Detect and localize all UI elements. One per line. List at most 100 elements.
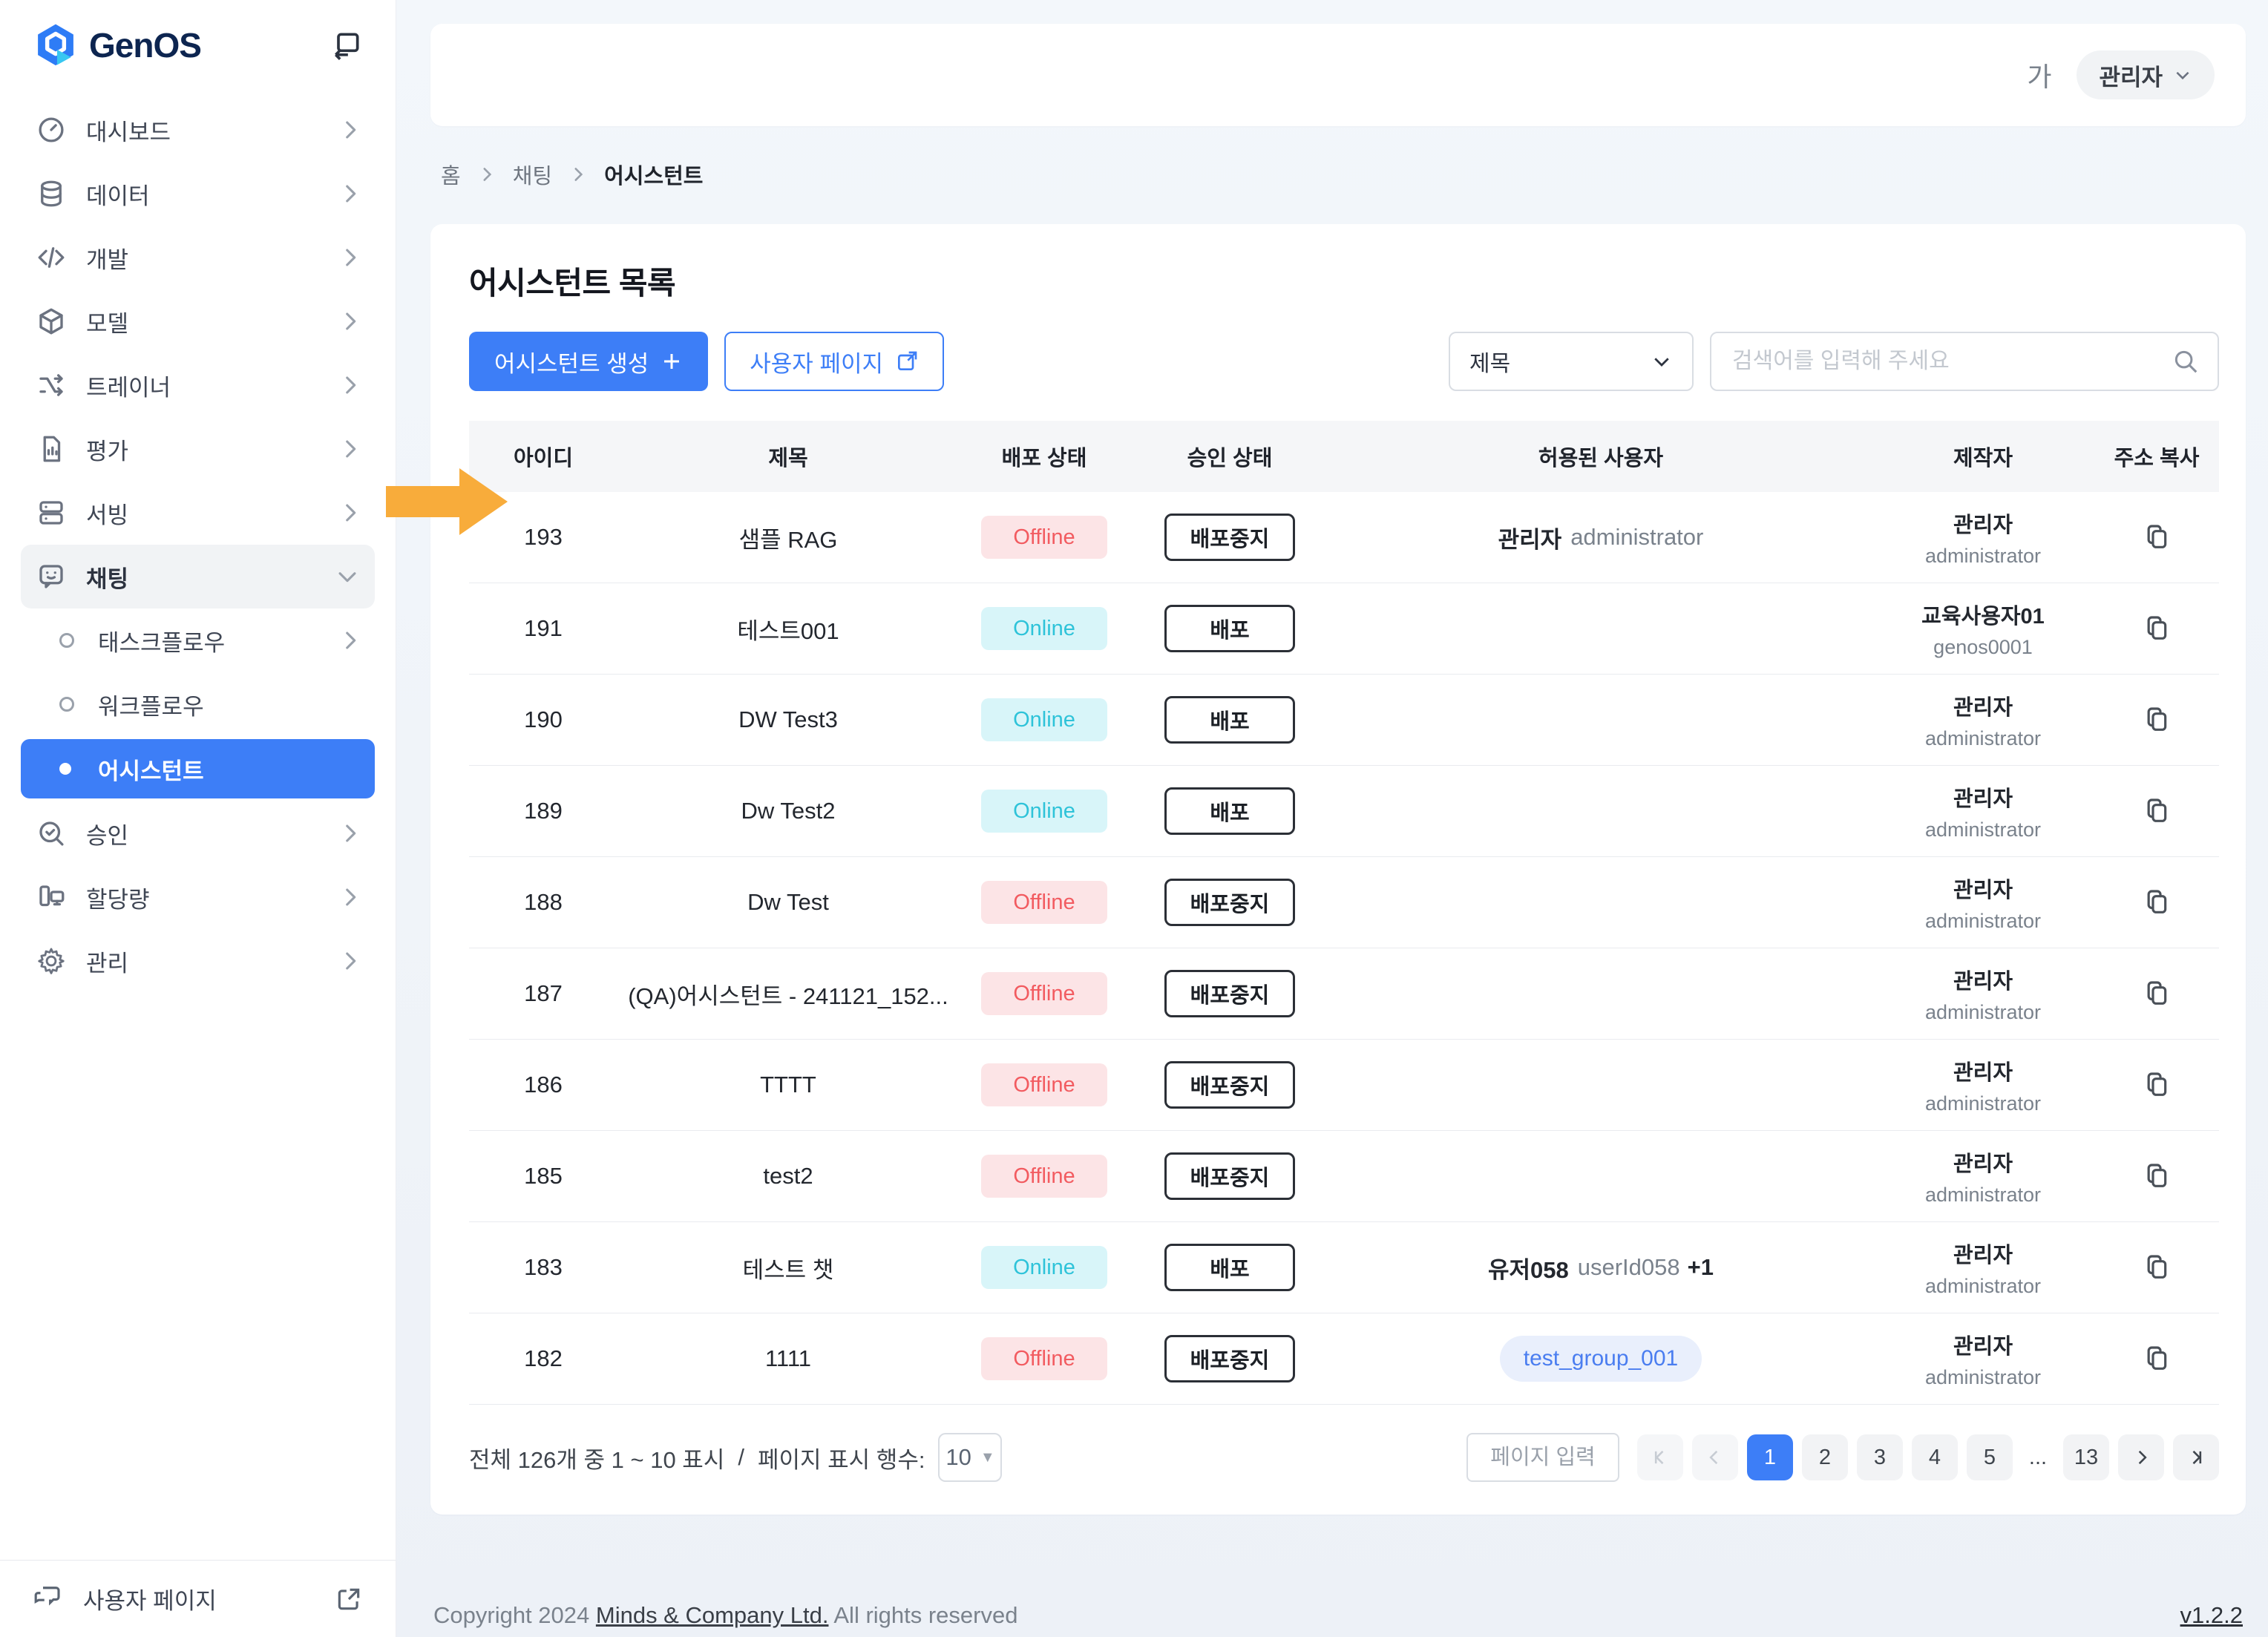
approval-status-button[interactable]: 배포 bbox=[1164, 787, 1295, 835]
last-page-button[interactable] bbox=[2173, 1434, 2219, 1480]
page-button-4[interactable]: 4 bbox=[1912, 1434, 1958, 1480]
column-header-6: 주소 복사 bbox=[2114, 447, 2200, 470]
sidebar-subitem-7-0[interactable]: 태스크플로우 bbox=[0, 608, 396, 672]
next-page-button[interactable] bbox=[2118, 1434, 2164, 1480]
cell-title: 테스트 챗 bbox=[742, 1256, 834, 1283]
copy-address-button[interactable] bbox=[2142, 888, 2172, 917]
chevron-down-icon bbox=[2173, 65, 2192, 85]
copyright-suffix: All rights reserved bbox=[833, 1602, 1018, 1628]
page-button-last-number[interactable]: 13 bbox=[2063, 1434, 2109, 1480]
cell-title: 테스트001 bbox=[737, 617, 839, 644]
sidebar-item-5[interactable]: 평가 bbox=[0, 417, 396, 481]
sidebar-item-4[interactable]: 트레이너 bbox=[0, 353, 396, 417]
font-size-toggle[interactable]: 가 bbox=[2027, 62, 2052, 92]
deploy-status-badge: Offline bbox=[981, 1155, 1107, 1198]
prev-page-button[interactable] bbox=[1692, 1434, 1738, 1480]
approval-status-button[interactable]: 배포중지 bbox=[1164, 970, 1295, 1017]
table-row-190[interactable]: 190 DW Test3 Online 배포 관리자 administrator bbox=[469, 675, 2219, 766]
copy-address-button[interactable] bbox=[2142, 705, 2172, 735]
copy-address-button[interactable] bbox=[2142, 614, 2172, 643]
page-button-3[interactable]: 3 bbox=[1857, 1434, 1903, 1480]
approval-status-button[interactable]: 배포중지 bbox=[1164, 1335, 1295, 1382]
code-icon bbox=[36, 242, 67, 273]
sidebar-item-2[interactable]: 개발 bbox=[0, 226, 396, 289]
copy-address-button[interactable] bbox=[2142, 979, 2172, 1008]
chevron-right-icon bbox=[338, 181, 363, 206]
sidebar-user-page-link[interactable]: 사용자 페이지 bbox=[0, 1560, 396, 1637]
page-button-1[interactable]: 1 bbox=[1747, 1434, 1793, 1480]
copy-address-button[interactable] bbox=[2142, 1253, 2172, 1282]
collapse-sidebar-icon[interactable] bbox=[330, 29, 363, 62]
cell-creator: 교육사용자01 genos0001 bbox=[1921, 599, 2045, 659]
approval-status-button[interactable]: 배포중지 bbox=[1164, 1152, 1295, 1200]
cell-creator: 관리자 administrator bbox=[1925, 690, 2041, 750]
page-number-input[interactable] bbox=[1466, 1433, 1619, 1482]
user-page-button[interactable]: 사용자 페이지 bbox=[724, 332, 944, 391]
sidebar-item-10[interactable]: 관리 bbox=[0, 929, 396, 993]
copy-address-button[interactable] bbox=[2142, 1070, 2172, 1100]
approval-status-button[interactable]: 배포중지 bbox=[1164, 514, 1295, 561]
sidebar-subitem-7-2[interactable]: 어시스턴트 bbox=[21, 739, 375, 798]
version-link[interactable]: v1.2.2 bbox=[2180, 1602, 2243, 1628]
cell-title: TTTT bbox=[760, 1072, 816, 1098]
sidebar-item-7[interactable]: 채팅 bbox=[21, 545, 375, 608]
cell-title: 1111 bbox=[764, 1345, 812, 1371]
sidebar-subitem-7-1[interactable]: 워크플로우 bbox=[0, 672, 396, 736]
genos-logo[interactable]: GenOS bbox=[33, 22, 202, 68]
create-assistant-button[interactable]: 어시스턴트 생성 bbox=[469, 332, 709, 391]
cell-creator: 관리자 administrator bbox=[1925, 508, 2041, 568]
table-row-185[interactable]: 185 test2 Offline 배포중지 관리자 administrator bbox=[469, 1131, 2219, 1222]
sidebar-item-6[interactable]: 서빙 bbox=[0, 481, 396, 545]
user-menu-button[interactable]: 관리자 bbox=[2077, 50, 2215, 99]
approval-status-button[interactable]: 배포 bbox=[1164, 696, 1295, 744]
cell-id: 187 bbox=[524, 980, 563, 1006]
creator-name: 관리자 bbox=[1953, 695, 2013, 720]
sidebar-item-label: 채팅 bbox=[86, 565, 129, 592]
table-row-182[interactable]: 182 1111 Offline 배포중지 test_group_001 관리자… bbox=[469, 1313, 2219, 1405]
cell-id: 191 bbox=[524, 615, 563, 641]
table-row-187[interactable]: 187 (QA)어시스턴트 - 241121_152... Offline 배포… bbox=[469, 948, 2219, 1040]
sidebar-item-label: 데이터 bbox=[86, 183, 150, 209]
approval-status-button[interactable]: 배포 bbox=[1164, 1244, 1295, 1291]
deploy-status-badge: Online bbox=[981, 1246, 1107, 1289]
copy-address-button[interactable] bbox=[2142, 1161, 2172, 1191]
table-row-193[interactable]: 193 샘플 RAG Offline 배포중지 관리자 administrator… bbox=[469, 492, 2219, 583]
cell-id: 193 bbox=[524, 524, 563, 550]
plus-icon bbox=[661, 350, 683, 373]
approval-status-button[interactable]: 배포중지 bbox=[1164, 879, 1295, 926]
sidebar-item-8[interactable]: 승인 bbox=[0, 801, 396, 865]
approval-status-button[interactable]: 배포 bbox=[1164, 605, 1295, 652]
allowed-group-pill[interactable]: test_group_001 bbox=[1499, 1336, 1702, 1382]
copy-address-button[interactable] bbox=[2142, 796, 2172, 826]
breadcrumb-item-0[interactable]: 홈 bbox=[441, 165, 461, 188]
table-row-186[interactable]: 186 TTTT Offline 배포중지 관리자 administrator bbox=[469, 1040, 2219, 1131]
sidebar-item-0[interactable]: 대시보드 bbox=[0, 98, 396, 162]
sidebar-item-label: 승인 bbox=[86, 822, 129, 849]
filter-field-value: 제목 bbox=[1469, 352, 1511, 376]
sidebar-item-1[interactable]: 데이터 bbox=[0, 162, 396, 226]
table-row-183[interactable]: 183 테스트 챗 Online 배포 유저058 userId058 +1 관리자… bbox=[469, 1222, 2219, 1313]
topbar: 가 관리자 bbox=[430, 24, 2246, 126]
breadcrumb-item-1[interactable]: 채팅 bbox=[512, 165, 553, 188]
column-header-4: 허용된 사용자 bbox=[1538, 447, 1664, 470]
table-row-188[interactable]: 188 Dw Test Offline 배포중지 관리자 administrat… bbox=[469, 857, 2219, 948]
search-icon[interactable] bbox=[2172, 347, 2200, 375]
page-button-5[interactable]: 5 bbox=[1967, 1434, 2013, 1480]
chevron-right-icon bbox=[477, 165, 496, 184]
company-link[interactable]: Minds & Company Ltd. bbox=[595, 1602, 829, 1628]
filter-field-select[interactable]: 제목 bbox=[1449, 332, 1694, 391]
creator-name: 관리자 bbox=[1953, 878, 2013, 902]
sidebar-item-3[interactable]: 모델 bbox=[0, 289, 396, 353]
copy-address-button[interactable] bbox=[2142, 522, 2172, 552]
first-page-button[interactable] bbox=[1637, 1434, 1683, 1480]
external-link-icon bbox=[895, 350, 919, 373]
search-input[interactable] bbox=[1732, 349, 2172, 374]
page-button-2[interactable]: 2 bbox=[1802, 1434, 1848, 1480]
cell-creator: 관리자 administrator bbox=[1925, 1329, 2041, 1389]
table-row-191[interactable]: 191 테스트001 Online 배포 교육사용자01 genos0001 bbox=[469, 583, 2219, 675]
rows-per-page-select[interactable]: 10 ▼ bbox=[938, 1433, 1003, 1482]
copy-address-button[interactable] bbox=[2142, 1344, 2172, 1374]
approval-status-button[interactable]: 배포중지 bbox=[1164, 1061, 1295, 1109]
table-row-189[interactable]: 189 Dw Test2 Online 배포 관리자 administrator bbox=[469, 766, 2219, 857]
sidebar-item-9[interactable]: 할당량 bbox=[0, 865, 396, 929]
